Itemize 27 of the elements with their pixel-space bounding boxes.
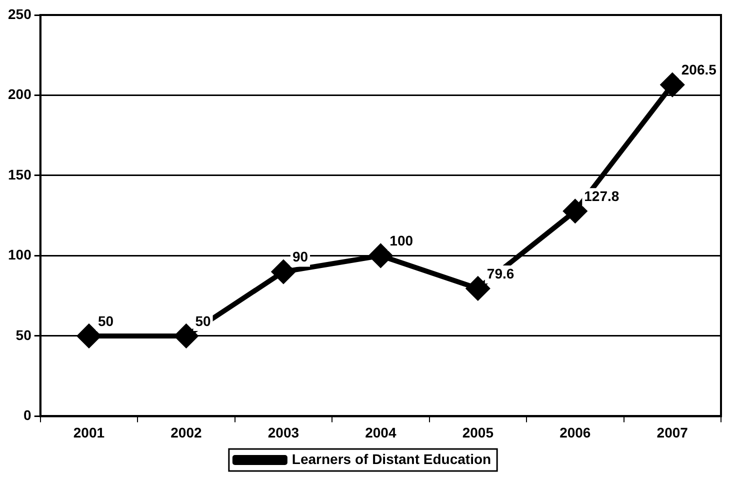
- data-label: 79.6: [486, 265, 514, 282]
- data-label: 127.8: [584, 188, 620, 204]
- y-tick-label: 50: [16, 326, 32, 343]
- x-tick-label: 2007: [656, 424, 688, 440]
- x-tick-label: 2003: [268, 424, 300, 440]
- y-tick-label: 200: [8, 86, 32, 102]
- y-tick-label: 150: [8, 166, 32, 182]
- y-tick-label: 0: [24, 407, 32, 424]
- data-label: 206.5: [681, 62, 717, 78]
- data-label: 50: [195, 312, 211, 329]
- point: [564, 200, 587, 223]
- point: [272, 260, 295, 284]
- data-label: 90: [292, 248, 308, 265]
- y-tick-label: 100: [8, 246, 32, 263]
- x-tick-label: 2005: [462, 424, 494, 440]
- y-tick-label: 250: [8, 6, 32, 22]
- x-tick-label: 2004: [365, 424, 396, 440]
- x-tick-label: 2006: [560, 424, 591, 440]
- x-tick-label: 2001: [73, 424, 105, 440]
- data-label: 100: [390, 232, 414, 249]
- point: [660, 73, 684, 96]
- point: [77, 324, 100, 348]
- x-tick-label: 2002: [170, 424, 202, 440]
- data-label: 50: [98, 312, 114, 329]
- point: [466, 276, 490, 300]
- point: [369, 244, 392, 268]
- legend-label: Learners of Distant Education: [292, 450, 492, 467]
